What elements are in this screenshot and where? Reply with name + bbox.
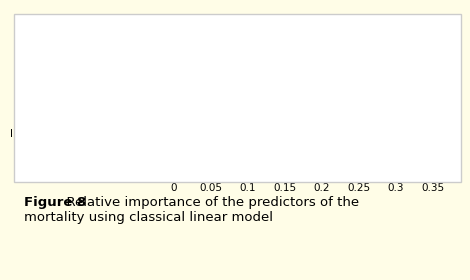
Bar [174,74,274,91]
Bar [174,24,200,40]
Text: Figure 8: Figure 8 [24,196,86,209]
Text: Relative importance of the predictors of the
mortality using classical linear mo: Relative importance of the predictors of… [24,196,359,224]
Bar [174,150,410,167]
Bar [174,49,233,66]
Bar [174,100,289,116]
Bar [174,125,374,141]
